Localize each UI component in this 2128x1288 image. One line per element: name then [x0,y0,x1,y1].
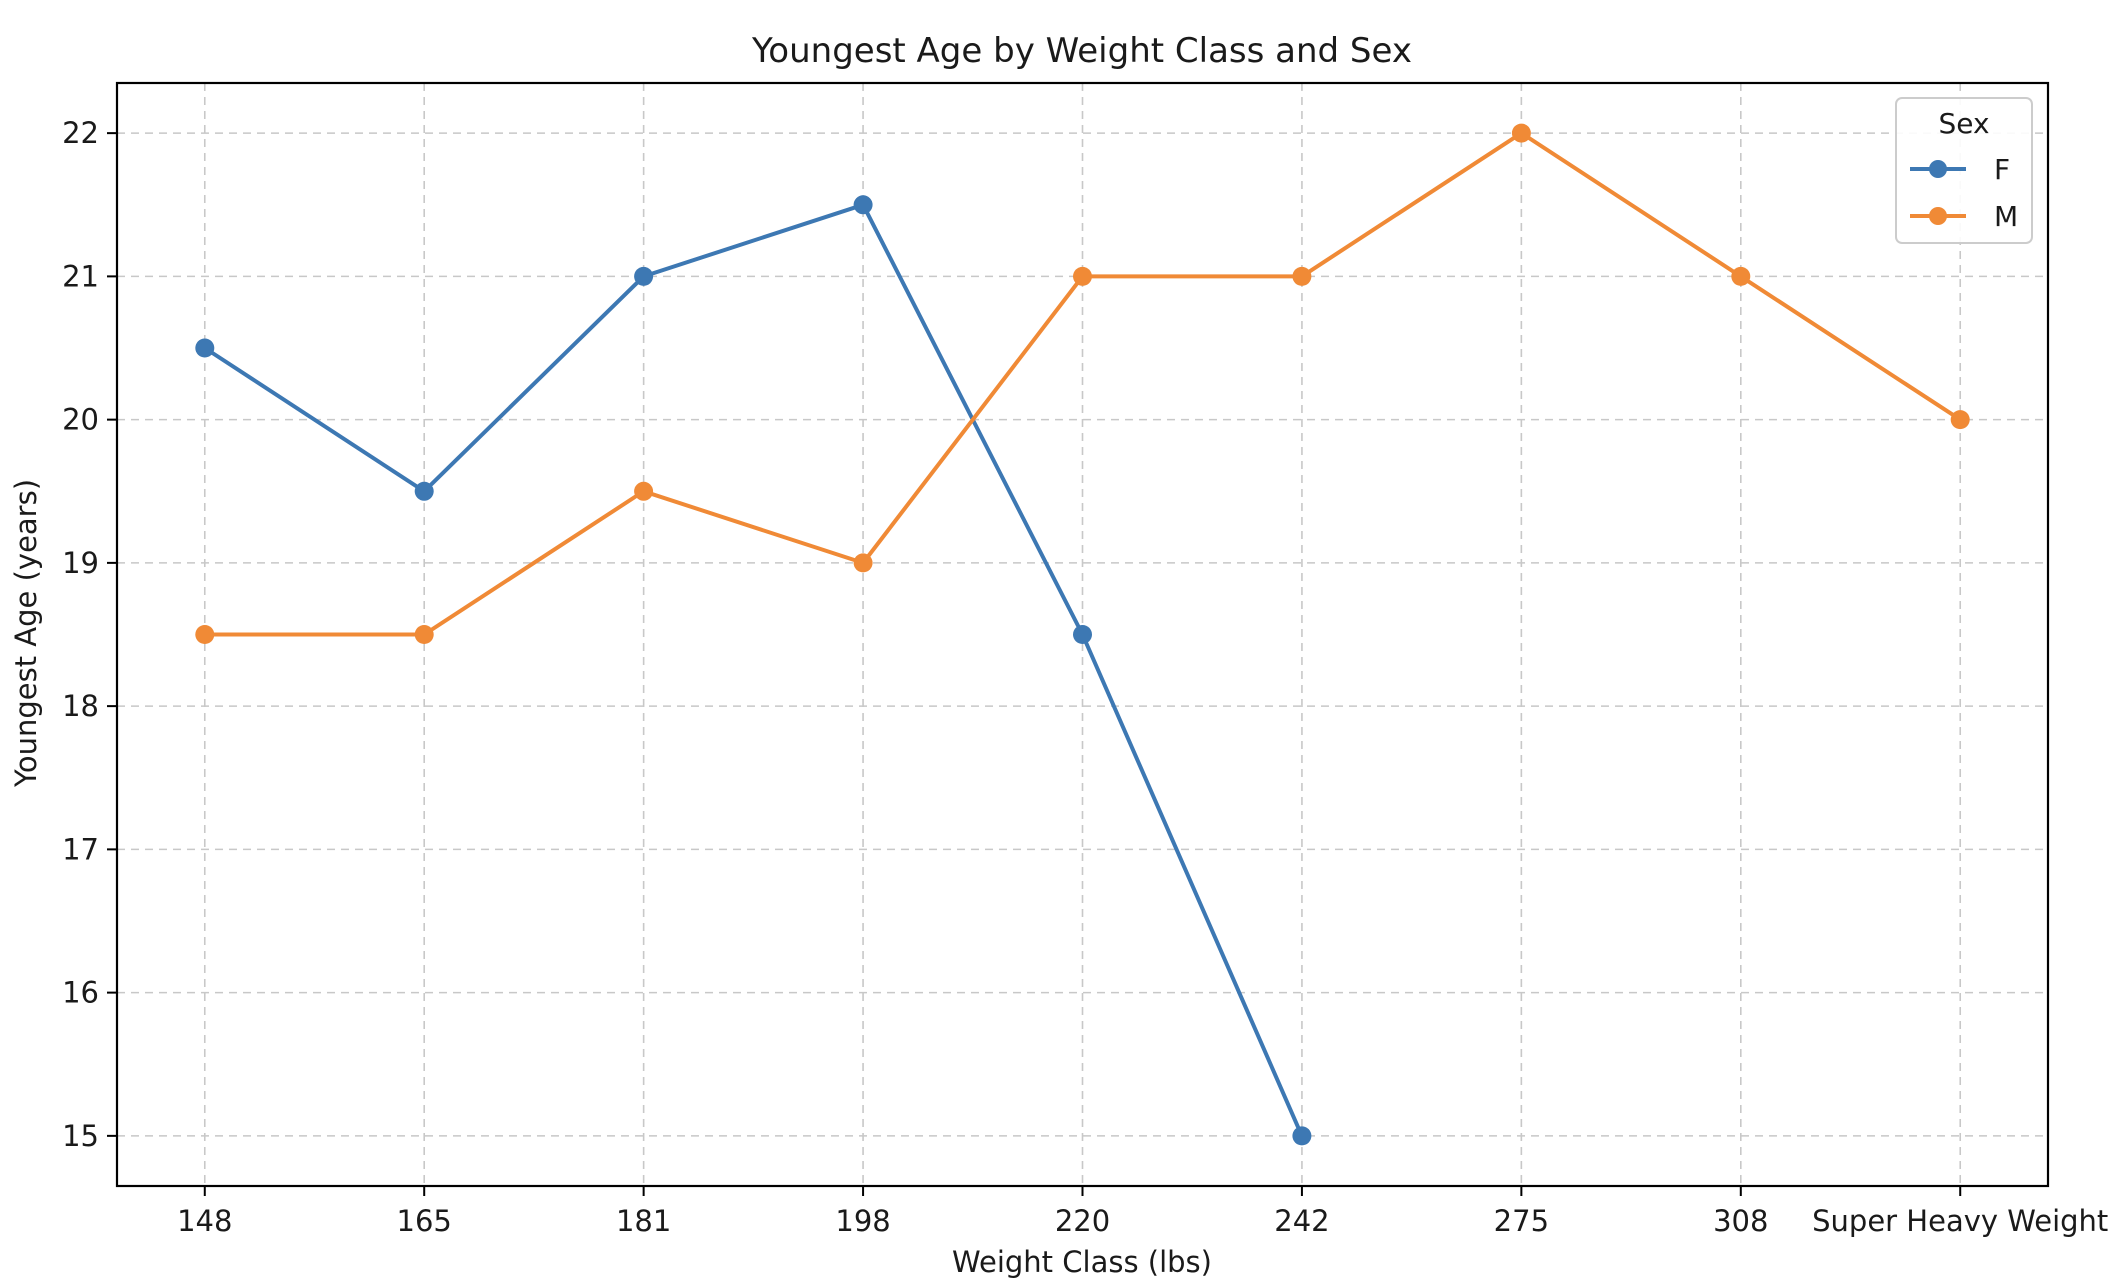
data-point-m [1073,266,1092,286]
x-tick-label: 181 [616,1204,671,1238]
data-series [195,123,1970,1146]
data-point-m [1511,123,1531,143]
x-tick-label: 308 [1713,1204,1768,1238]
data-point-f [634,266,654,286]
series-line-f [203,202,1304,1137]
y-tick-label: 18 [62,689,99,723]
data-point-f [1292,1126,1312,1146]
x-tick-label: 198 [835,1204,890,1238]
x-axis-label: Weight Class (lbs) [952,1245,1212,1279]
data-point-m [195,625,215,644]
axes: 148 165 181 198 220 242 275 308 Super Heavy Weig… [62,116,2108,1238]
y-tick-label: 16 [62,976,99,1010]
data-point-m [1292,266,1312,286]
legend: Sex F M [1895,97,2033,244]
data-point-m [853,553,873,573]
x-tick-label: 242 [1274,1204,1329,1238]
data-point-f [853,195,873,215]
y-tick-label: 21 [62,259,99,293]
x-tick-label: 148 [177,1204,232,1238]
y-tick-label: 17 [62,832,99,866]
data-point-f [195,338,215,358]
legend-label-f: F [1994,153,2010,186]
data-point-m [1950,410,1970,430]
y-tick-label: 20 [62,403,99,437]
data-point-f [1073,625,1092,644]
data-point-m [414,625,434,644]
legend-title: Sex [1938,107,1989,140]
x-tick-label: Super Heavy Weight [1812,1204,2108,1238]
legend-marker-f [1929,160,1947,178]
data-point-m [1731,266,1751,286]
y-tick-label: 15 [62,1119,99,1153]
x-tick-label: 165 [397,1204,452,1238]
chart-title: Youngest Age by Weight Class and Sex [751,31,1412,71]
legend-label-m: M [1994,200,2018,233]
x-tick-label: 220 [1055,1204,1110,1238]
x-tick-label: 275 [1494,1204,1549,1238]
legend-marker-m [1929,207,1947,225]
data-point-m [634,481,654,501]
y-axis-label: Youngest Age (years) [9,479,43,788]
y-tick-label: 19 [62,546,99,580]
data-point-f [414,481,434,501]
y-tick-label: 22 [62,116,99,150]
